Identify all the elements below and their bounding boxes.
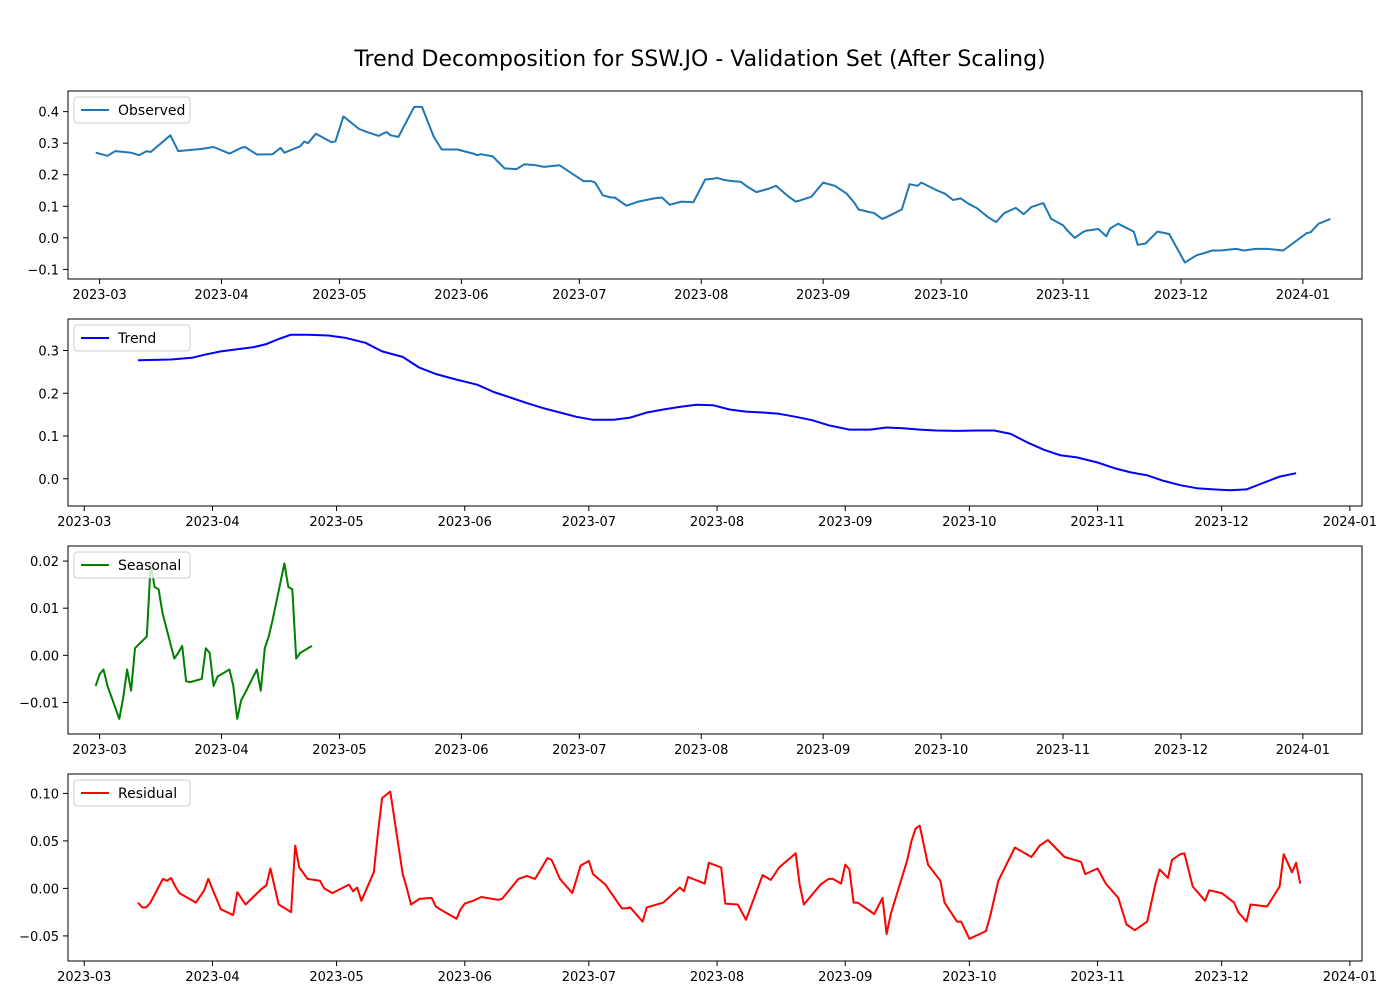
residual-legend-label: Residual (118, 786, 177, 802)
residual-legend: Residual (73, 779, 191, 807)
observed-legend: Observed (73, 96, 191, 124)
trend-x-tick-label: 2023-07 (562, 515, 616, 530)
trend-x-tick-label: 2023-11 (1070, 515, 1124, 530)
observed-x-tick-label: 2023-12 (1154, 288, 1208, 303)
observed-series-line (95, 105, 1331, 264)
observed-x-tick-label: 2023-10 (914, 288, 968, 303)
residual-y-tick-label: −0.05 (19, 930, 59, 945)
residual-x-tick-label: 2023-08 (690, 970, 744, 985)
observed-x-tick-label: 2023-08 (674, 288, 728, 303)
seasonal-y-tick-label: 0.02 (30, 555, 59, 570)
trend-legend: Trend (73, 324, 191, 352)
residual-x-tick-label: 2024-01 (1323, 970, 1377, 985)
seasonal-legend-label: Seasonal (118, 558, 181, 574)
residual-axes-frame (67, 773, 1363, 962)
seasonal-y-tick-label: −0.01 (19, 696, 59, 711)
seasonal-y-tick-label: 0.00 (30, 649, 59, 664)
observed-y-tick-label: 0.0 (38, 232, 59, 247)
residual-x-tick-label: 2023-03 (57, 970, 111, 985)
trend-x-tick-label: 2023-09 (818, 515, 872, 530)
seasonal-x-tick-label: 2023-11 (1036, 743, 1090, 758)
observed-panel: 2023-03 2023-04 2023-05 2023-06 2023-07 2023-… (27, 90, 1363, 303)
residual-x-tick-label: 2023-10 (942, 970, 996, 985)
observed-x-tick-label: 2023-03 (72, 288, 126, 303)
seasonal-x-tick-label: 2023-04 (194, 743, 248, 758)
trend-axes-frame (67, 318, 1363, 507)
seasonal-series-line (94, 562, 313, 720)
residual-x-tick-label: 2023-06 (438, 970, 492, 985)
seasonal-axes-frame (67, 545, 1363, 735)
residual-y-tick-label: 0.05 (30, 835, 59, 850)
residual-series-line (137, 790, 1302, 940)
observed-x-tick-label: 2023-04 (194, 288, 248, 303)
observed-x-tick-label: 2024-01 (1276, 288, 1330, 303)
trend-x-tick-label: 2023-03 (57, 515, 111, 530)
observed-y-tick-label: 0.3 (38, 137, 59, 152)
trend-panel: 2023-03 2023-04 2023-05 2023-06 2023-07 2023-… (38, 318, 1377, 530)
trend-x-tick-label: 2023-12 (1194, 515, 1248, 530)
observed-y-tick-label: −0.1 (27, 263, 59, 278)
trend-legend-box (73, 324, 191, 352)
residual-x-tick-label: 2023-04 (185, 970, 239, 985)
residual-legend-box (73, 779, 191, 807)
seasonal-x-tick-label: 2024-01 (1276, 743, 1330, 758)
seasonal-y-tick-label: 0.01 (30, 602, 59, 617)
observed-x-tick-label: 2023-07 (552, 288, 606, 303)
residual-x-tick-label: 2023-07 (562, 970, 616, 985)
seasonal-x-tick-label: 2023-08 (674, 743, 728, 758)
residual-x-tick-label: 2023-12 (1194, 970, 1248, 985)
seasonal-x-tick-label: 2023-10 (914, 743, 968, 758)
residual-y-tick-label: 0.10 (30, 787, 59, 802)
trend-x-tick-label: 2023-08 (690, 515, 744, 530)
trend-x-tick-label: 2023-04 (185, 515, 239, 530)
observed-axes-frame (67, 90, 1363, 280)
seasonal-x-tick-label: 2023-05 (312, 743, 366, 758)
trend-x-tick-label: 2023-10 (942, 515, 996, 530)
residual-x-tick-label: 2023-09 (818, 970, 872, 985)
observed-x-tick-label: 2023-05 (312, 288, 366, 303)
panels: 2023-03 2023-04 2023-05 2023-06 2023-07 2023-… (19, 90, 1377, 985)
trend-x-tick-label: 2023-06 (438, 515, 492, 530)
residual-x-tick-label: 2023-11 (1070, 970, 1124, 985)
residual-panel: 2023-03 2023-04 2023-05 2023-06 2023-07 2023-… (19, 773, 1377, 985)
residual-x-tick-label: 2023-05 (309, 970, 363, 985)
seasonal-x-tick-label: 2023-03 (72, 743, 126, 758)
residual-y-tick-label: 0.00 (30, 882, 59, 897)
trend-x-tick-label: 2023-05 (309, 515, 363, 530)
trend-y-tick-label: 0.1 (38, 430, 59, 445)
seasonal-x-tick-label: 2023-12 (1154, 743, 1208, 758)
observed-y-tick-label: 0.1 (38, 200, 59, 215)
seasonal-x-tick-label: 2023-06 (434, 743, 488, 758)
trend-y-tick-label: 0.3 (38, 345, 59, 360)
observed-y-tick-label: 0.2 (38, 169, 59, 184)
observed-legend-label: Observed (118, 103, 185, 119)
trend-y-tick-label: 0.2 (38, 387, 59, 402)
seasonal-x-tick-label: 2023-07 (552, 743, 606, 758)
figure-title: Trend Decomposition for SSW.JO - Validat… (353, 47, 1045, 72)
observed-y-tick-label: 0.4 (38, 106, 59, 121)
observed-x-tick-label: 2023-11 (1036, 288, 1090, 303)
trend-series-line (137, 333, 1297, 492)
observed-x-tick-label: 2023-09 (796, 288, 850, 303)
observed-x-tick-label: 2023-06 (434, 288, 488, 303)
trend-legend-label: Trend (117, 331, 156, 347)
trend-y-tick-label: 0.0 (38, 473, 59, 488)
seasonal-legend: Seasonal (73, 551, 191, 579)
seasonal-x-tick-label: 2023-09 (796, 743, 850, 758)
trend-x-tick-label: 2024-01 (1323, 515, 1377, 530)
seasonal-legend-box (73, 551, 191, 579)
observed-legend-box (73, 96, 191, 124)
seasonal-panel: 2023-03 2023-04 2023-05 2023-06 2023-07 2023-… (19, 545, 1363, 758)
